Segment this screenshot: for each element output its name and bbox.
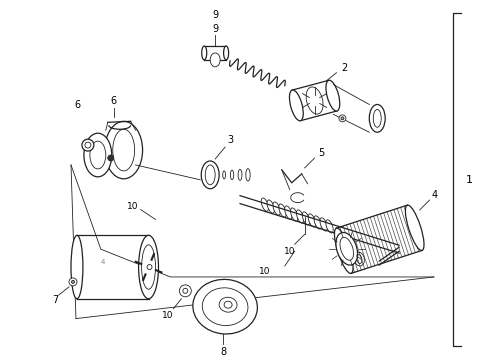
Ellipse shape xyxy=(320,218,327,231)
Ellipse shape xyxy=(183,288,188,293)
Ellipse shape xyxy=(139,235,158,299)
Ellipse shape xyxy=(179,285,191,297)
Text: 6: 6 xyxy=(111,95,117,105)
Text: 8: 8 xyxy=(220,347,226,357)
Ellipse shape xyxy=(273,202,280,215)
Ellipse shape xyxy=(223,46,229,60)
Ellipse shape xyxy=(223,171,225,179)
Ellipse shape xyxy=(279,204,286,217)
Ellipse shape xyxy=(302,212,310,225)
Ellipse shape xyxy=(90,141,106,169)
Ellipse shape xyxy=(205,165,215,185)
Ellipse shape xyxy=(72,280,74,283)
Ellipse shape xyxy=(340,237,353,260)
Ellipse shape xyxy=(308,214,316,227)
Ellipse shape xyxy=(290,90,303,121)
Ellipse shape xyxy=(291,208,298,221)
Ellipse shape xyxy=(219,297,237,312)
Ellipse shape xyxy=(285,206,292,219)
Ellipse shape xyxy=(193,279,257,334)
Text: 9: 9 xyxy=(212,10,218,20)
Ellipse shape xyxy=(85,142,91,148)
Ellipse shape xyxy=(108,155,114,161)
Text: 6: 6 xyxy=(74,100,80,111)
Ellipse shape xyxy=(224,301,232,308)
Text: 2: 2 xyxy=(342,63,347,73)
Ellipse shape xyxy=(267,200,274,213)
Ellipse shape xyxy=(296,210,304,223)
Ellipse shape xyxy=(71,235,83,299)
Text: 10: 10 xyxy=(162,311,173,320)
Text: 10: 10 xyxy=(284,247,295,256)
Ellipse shape xyxy=(238,170,242,180)
Text: 3: 3 xyxy=(227,135,233,145)
Ellipse shape xyxy=(210,53,220,67)
Ellipse shape xyxy=(339,115,346,122)
Ellipse shape xyxy=(261,198,269,211)
Ellipse shape xyxy=(82,139,94,151)
Ellipse shape xyxy=(202,288,248,325)
Text: 10: 10 xyxy=(259,266,270,275)
Ellipse shape xyxy=(369,104,385,132)
Ellipse shape xyxy=(69,278,77,286)
Ellipse shape xyxy=(314,216,321,229)
Ellipse shape xyxy=(326,80,340,111)
Text: 7: 7 xyxy=(52,295,58,305)
Ellipse shape xyxy=(84,133,112,177)
Ellipse shape xyxy=(202,46,207,60)
Ellipse shape xyxy=(201,161,219,189)
Ellipse shape xyxy=(405,205,424,251)
Ellipse shape xyxy=(336,233,358,265)
Ellipse shape xyxy=(113,129,135,171)
Ellipse shape xyxy=(341,117,344,120)
Ellipse shape xyxy=(354,252,365,266)
Text: 10: 10 xyxy=(127,202,138,211)
Ellipse shape xyxy=(142,245,155,289)
Ellipse shape xyxy=(373,109,381,127)
Ellipse shape xyxy=(335,228,353,274)
Text: 1: 1 xyxy=(466,175,473,185)
Ellipse shape xyxy=(246,168,250,181)
Ellipse shape xyxy=(105,121,143,179)
Text: 9: 9 xyxy=(212,24,218,34)
Text: 4: 4 xyxy=(432,190,438,200)
Ellipse shape xyxy=(230,170,234,180)
Ellipse shape xyxy=(147,265,152,270)
Text: 4: 4 xyxy=(100,259,105,265)
Ellipse shape xyxy=(357,255,362,264)
Ellipse shape xyxy=(326,220,333,233)
Text: 5: 5 xyxy=(318,148,325,158)
Ellipse shape xyxy=(306,87,323,114)
